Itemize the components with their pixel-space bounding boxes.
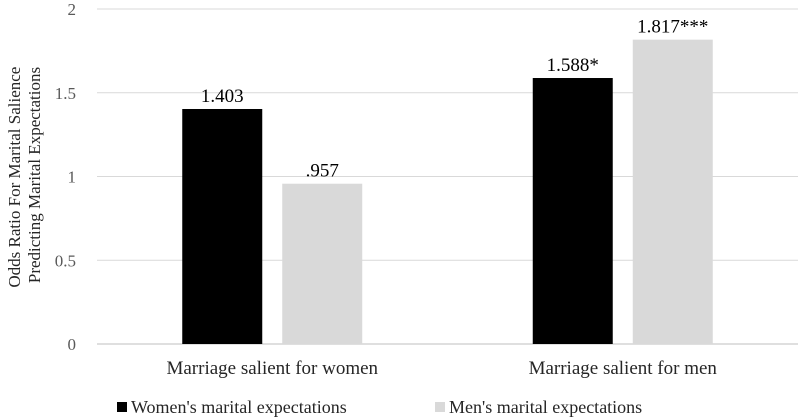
category-labels: Marriage salient for women Marriage salie… xyxy=(166,358,717,379)
legend-swatch-men xyxy=(435,402,445,412)
y-tick-label: 1 xyxy=(68,168,77,187)
bars xyxy=(182,39,713,345)
x-category-label: Marriage salient for women xyxy=(166,358,378,379)
y-axis-title-line-2: Predicting Marital Expectations xyxy=(25,67,44,283)
data-label: 1.588* xyxy=(547,55,599,76)
bar xyxy=(632,39,713,345)
bar xyxy=(282,183,363,344)
data-label: .957 xyxy=(306,161,339,182)
y-tick-labels: 0 0.5 1 1.5 2 xyxy=(55,0,76,354)
y-tick-label: 0 xyxy=(68,335,77,354)
y-tick-label: 0.5 xyxy=(55,251,76,270)
y-axis-title-line-1: Odds Ratio For Marital Salience xyxy=(5,67,24,288)
y-tick-label: 2 xyxy=(68,0,77,19)
bar xyxy=(532,78,613,344)
y-axis-title: Odds Ratio For Marital Salience Predicti… xyxy=(5,62,44,287)
legend: Women's marital expectations Men's marit… xyxy=(117,397,642,417)
y-tick-label: 1.5 xyxy=(55,84,76,103)
data-labels: 1.403 .957 1.588* 1.817*** xyxy=(201,17,709,182)
bar xyxy=(182,108,263,344)
data-label: 1.403 xyxy=(201,86,244,107)
x-category-label: Marriage salient for men xyxy=(529,358,718,379)
data-label: 1.817*** xyxy=(637,17,708,38)
legend-label-women: Women's marital expectations xyxy=(131,397,347,417)
legend-label-men: Men's marital expectations xyxy=(449,397,642,417)
legend-swatch-women xyxy=(117,402,127,412)
